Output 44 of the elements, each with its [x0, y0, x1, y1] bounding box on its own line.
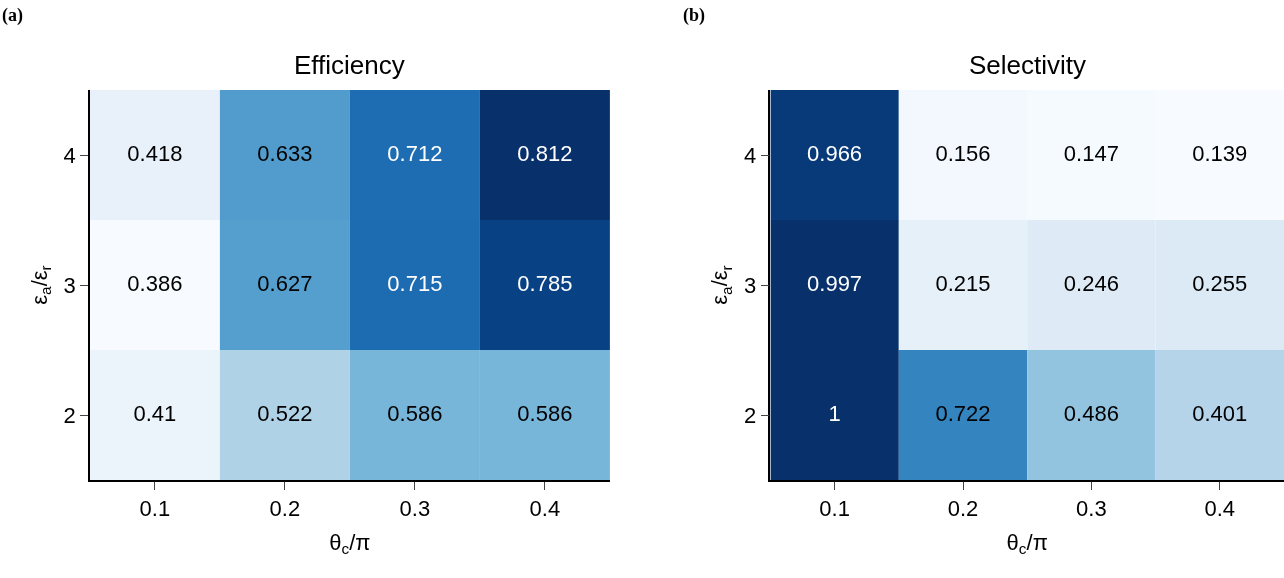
data-label: 0.997 [807, 270, 863, 296]
text: (a) [2, 5, 23, 26]
data-label: 0.255 [1192, 270, 1248, 296]
data-label: 0.215 [935, 270, 991, 296]
data-label: 0.633 [257, 140, 313, 166]
y-tick-label: 3 [744, 272, 757, 298]
data-label: 0.812 [517, 140, 573, 166]
data-label: 0.41 [133, 400, 177, 426]
x-tick-label: 0.4 [1204, 496, 1236, 522]
data-label: 0.386 [127, 270, 183, 296]
data-label: 0.486 [1063, 400, 1119, 426]
data-label: 0.418 [127, 140, 183, 166]
y-tick-label: 4 [63, 142, 76, 168]
y-tick-label: 4 [744, 142, 757, 168]
chart-title: Efficiency [294, 50, 405, 80]
y-tick-label: 2 [744, 402, 757, 428]
x-tick-label: 0.2 [269, 496, 301, 522]
data-label: 0.627 [257, 270, 313, 296]
data-label: 1 [828, 400, 841, 426]
data-label: 0.722 [935, 400, 991, 426]
chart-title: Selectivity [969, 50, 1087, 80]
x-tick-label: 0.4 [529, 496, 561, 522]
data-label: 0.401 [1192, 400, 1248, 426]
data-label: 0.715 [387, 270, 443, 296]
data-label: 0.522 [257, 400, 313, 426]
data-label: 0.586 [387, 400, 443, 426]
x-tick-label: 0.1 [819, 496, 850, 522]
x-tick-label: 0.3 [1076, 496, 1107, 522]
data-label: 0.246 [1063, 270, 1119, 296]
x-tick-label: 0.3 [399, 496, 431, 522]
data-label: 0.139 [1192, 140, 1248, 166]
x-axis-title: θ$_{c}$/π [329, 529, 371, 558]
data-label: 0.147 [1063, 140, 1119, 166]
data-label: 0.586 [517, 400, 573, 426]
data-label: 0.156 [935, 140, 991, 166]
data-label: 0.966 [807, 140, 863, 166]
data-label: 0.785 [517, 270, 573, 296]
x-axis-title: θ$_{c}$/π [1006, 529, 1048, 558]
y-tick-label: 3 [63, 272, 76, 298]
y-tick-label: 2 [63, 402, 76, 428]
x-tick-label: 0.2 [947, 496, 979, 522]
x-tick-label: 0.1 [139, 496, 171, 522]
data-label: 0.712 [387, 140, 443, 166]
text: (b) [683, 5, 705, 26]
